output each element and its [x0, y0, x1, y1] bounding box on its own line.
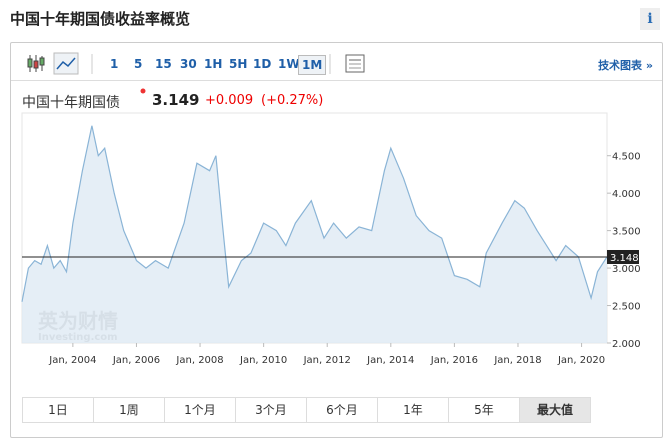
quote-name: 中国十年期国债 — [22, 95, 120, 111]
live-dot — [140, 88, 146, 94]
quote-change-pct: (+0.27%) — [261, 93, 324, 108]
x-tick-label: Jan, 2014 — [366, 355, 414, 366]
interval-button[interactable]: 1H — [204, 57, 223, 71]
chart: 英为财情Investing.com2.0002.5003.0003.5004.0… — [21, 112, 641, 366]
interval-button[interactable]: 5 — [134, 57, 143, 71]
last-value-label: 3.148 — [610, 253, 639, 264]
y-tick-label: 4.000 — [612, 189, 641, 200]
toolbar-divider — [11, 80, 662, 81]
range-button[interactable]: 6个月 — [306, 397, 378, 423]
range-button[interactable]: 3个月 — [235, 397, 307, 423]
x-tick-label: Jan, 2006 — [112, 355, 160, 366]
x-tick-label: Jan, 2016 — [430, 355, 478, 366]
candle-icon[interactable] — [27, 55, 45, 72]
x-tick-label: Jan, 2004 — [48, 355, 96, 366]
y-tick-label: 4.500 — [612, 152, 641, 163]
range-button[interactable]: 5年 — [448, 397, 520, 423]
area-fill — [22, 125, 607, 343]
y-tick-label: 2.000 — [612, 339, 641, 350]
toolbar-icons — [27, 52, 365, 75]
x-tick-label: Jan, 2010 — [239, 355, 287, 366]
y-tick-label: 3.000 — [612, 264, 641, 275]
interval-button[interactable]: 5H — [229, 57, 248, 71]
interval-button[interactable]: 30 — [180, 57, 197, 71]
interval-button[interactable]: 1 — [110, 57, 119, 71]
line-icon-glyph — [56, 57, 76, 70]
x-tick-label: Jan, 2008 — [175, 355, 223, 366]
widget-frame — [10, 42, 663, 438]
y-tick-label: 3.500 — [612, 227, 641, 238]
area-line — [21, 125, 608, 302]
interval-button[interactable]: 1W — [278, 57, 300, 71]
quote-change: +0.009 — [205, 93, 254, 108]
x-tick-label: Jan, 2020 — [557, 355, 605, 366]
range-button[interactable]: 1个月 — [164, 397, 236, 423]
range-button[interactable]: 最大值 — [519, 397, 591, 423]
range-button[interactable]: 1周 — [93, 397, 165, 423]
technical-link[interactable]: 技术图表 » — [598, 59, 653, 72]
page-title: 中国十年期国债收益率概览 — [10, 10, 191, 28]
interval-button[interactable]: 1D — [253, 57, 272, 71]
last-value-badge — [607, 249, 639, 264]
x-tick-label: Jan, 2012 — [303, 355, 351, 366]
quote-last: 3.149 — [152, 91, 200, 109]
y-tick-label: 2.500 — [612, 302, 641, 313]
range-button[interactable]: 1年 — [377, 397, 449, 423]
interval-button[interactable]: 15 — [155, 57, 172, 71]
range-button[interactable]: 1日 — [22, 397, 94, 423]
interval-button[interactable]: 1M — [298, 55, 327, 75]
info-button[interactable]: i — [640, 8, 660, 30]
x-tick-label: Jan, 2018 — [493, 355, 541, 366]
